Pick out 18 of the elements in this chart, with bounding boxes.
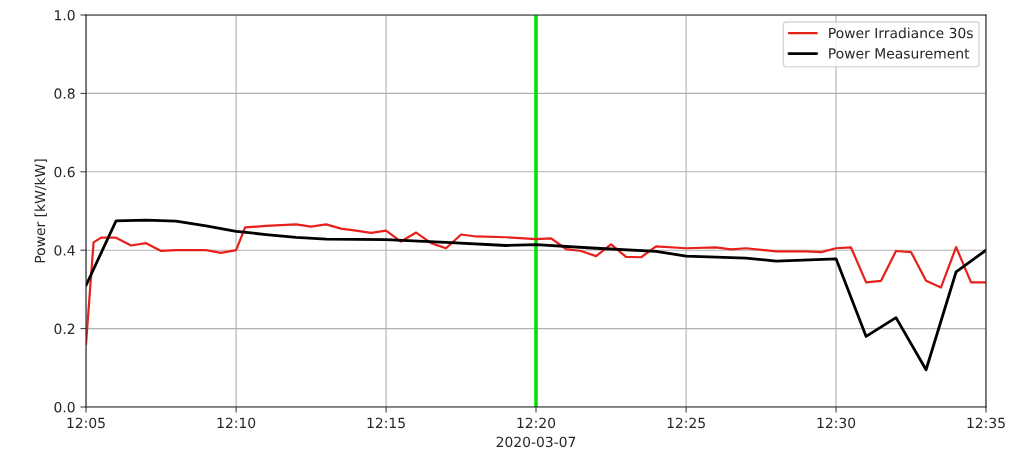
x-tick-label: 12:10 — [217, 417, 256, 429]
x-tick-label: 12:15 — [367, 417, 405, 429]
y-tick-label: 0.0 — [54, 401, 75, 413]
y-axis-title: Power [kW/kW] — [34, 159, 47, 263]
y-tick-label: 0.2 — [54, 323, 75, 335]
x-tick-label: 12:05 — [67, 417, 105, 429]
line-series — [86, 218, 986, 372]
x-tick-label: 12:25 — [667, 417, 705, 429]
y-tick-label: 0.8 — [54, 88, 75, 99]
x-tick-label: 12:20 — [517, 417, 556, 429]
legend-label: Power Measurement — [829, 48, 970, 59]
x-tick-label: 12:35 — [967, 417, 1005, 429]
y-tick-label: 1.0 — [55, 9, 75, 21]
legend-label: Power Irradiance 30s — [829, 27, 973, 39]
x-tick-label: 12:30 — [817, 417, 856, 429]
y-tick-label: 0.4 — [54, 245, 75, 256]
y-tick-label: 0.6 — [54, 166, 75, 178]
x-axis-title: 2020-03-07 — [496, 436, 576, 448]
